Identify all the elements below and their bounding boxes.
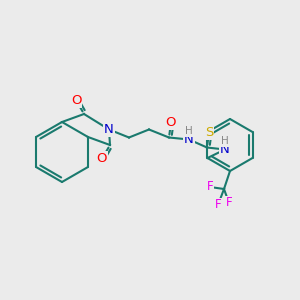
Text: F: F bbox=[207, 181, 213, 194]
Text: H: H bbox=[185, 127, 193, 136]
Text: O: O bbox=[166, 116, 176, 129]
Text: N: N bbox=[184, 133, 194, 146]
Text: F: F bbox=[226, 196, 232, 209]
Text: O: O bbox=[71, 94, 81, 106]
Text: N: N bbox=[220, 143, 230, 156]
Text: N: N bbox=[104, 123, 114, 136]
Text: F: F bbox=[215, 199, 221, 212]
Text: H: H bbox=[221, 136, 229, 146]
Text: O: O bbox=[97, 152, 107, 166]
Text: S: S bbox=[205, 126, 213, 139]
